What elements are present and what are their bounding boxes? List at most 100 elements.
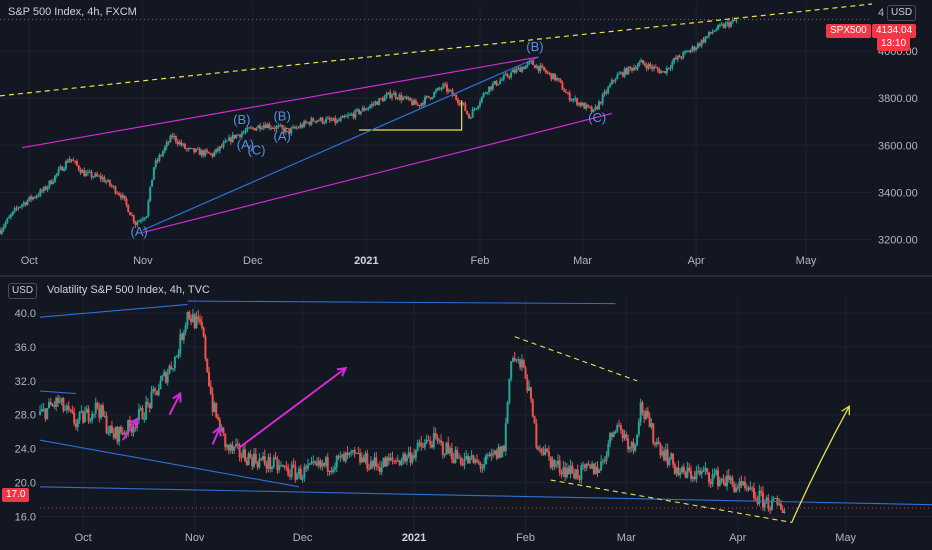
spx-candle-body (63, 168, 66, 171)
vix-candle-body (362, 457, 365, 463)
vix-candle-body (504, 423, 507, 452)
spx-candle-body (435, 90, 437, 93)
vix-candle-body (657, 441, 660, 444)
spx-countdown: 13:10 (877, 37, 911, 51)
vix-y-tick-label: 28.0 (15, 410, 36, 422)
spx-candle-body (132, 215, 135, 223)
vix-candle-body (520, 360, 523, 368)
vix-candle-body (348, 452, 351, 456)
spx-candle-body (273, 127, 276, 129)
spx-candle-body (143, 217, 146, 220)
spx-candle-body (654, 66, 657, 68)
spx-candle-body (665, 67, 668, 74)
spx-candle-body (101, 177, 104, 180)
spx-candle-body (385, 94, 388, 97)
spx-candle-body (81, 170, 84, 173)
vix-candle-body (73, 412, 76, 424)
vix-candle-body (39, 411, 41, 415)
vix-candle-body (513, 358, 516, 361)
spx-candle-body (486, 92, 489, 94)
vix-candle-body (652, 423, 655, 444)
vix-arrow-head (172, 391, 182, 403)
spx-candle-body (610, 80, 613, 85)
spx-candle-body (136, 222, 139, 225)
vix-candle-body (571, 465, 574, 473)
spx-candle-body (599, 101, 602, 104)
spx-candle-body (438, 87, 441, 89)
vix-candle-body (281, 465, 284, 467)
spx-candle-body (546, 72, 549, 74)
spx-candle-body (381, 98, 384, 102)
vix-candle-body (751, 487, 754, 489)
vix-candle-body (596, 466, 599, 473)
vix-y-tick-label: 40.0 (15, 308, 36, 320)
spx-candle-body (140, 220, 143, 222)
vix-candle-body (222, 427, 225, 434)
vix-candle-body (395, 461, 398, 463)
vix-candle-body (508, 378, 511, 403)
vix-candle-body (583, 464, 586, 468)
spx-candle-body (662, 71, 665, 73)
vix-candle-body (326, 457, 329, 472)
spx-candle-body (348, 114, 351, 116)
spx-candle-body (535, 65, 538, 69)
spx-candle-body (347, 115, 350, 117)
spx-candle-body (528, 61, 531, 63)
spx-trend-line (359, 100, 463, 131)
spx-title: S&P 500 Index, 4h, FXCM (8, 6, 137, 18)
vix-candle-body (591, 463, 594, 469)
spx-candle-body (537, 65, 540, 72)
spx-candle-body (431, 97, 434, 99)
spx-wave-label: (A) (273, 129, 290, 144)
spx-candle-body (37, 195, 40, 197)
spx-candle-body (596, 106, 599, 110)
vix-candle-body (357, 452, 360, 454)
vix-candle-body (492, 453, 495, 455)
spx-candle-body (185, 148, 188, 150)
vix-candle-body (278, 465, 281, 470)
spx-candle-body (356, 109, 359, 111)
spx-candle-body (108, 180, 111, 186)
spx-candle-body (561, 82, 564, 90)
vix-candle-body (470, 455, 473, 457)
vix-candle-body (263, 456, 266, 465)
vix-candle-body (700, 471, 703, 475)
vix-candle-body (603, 460, 606, 462)
spx-currency-tag[interactable]: USD (887, 5, 917, 21)
spx-candle-body (15, 208, 18, 210)
spx-candle-body (572, 99, 575, 101)
spx-candle-body (184, 143, 187, 149)
spx-candle-body (544, 70, 547, 73)
spx-candle-body (257, 125, 260, 129)
vix-candle-body (754, 498, 757, 500)
spx-candle-body (206, 150, 209, 152)
vix-candle-body (720, 478, 723, 480)
vix-candle-body (42, 408, 45, 410)
spx-candle-body (653, 66, 655, 69)
spx-candle-body (685, 51, 688, 53)
vix-candle-body (598, 470, 601, 473)
spx-candle-body (680, 57, 683, 59)
spx-candle-body (449, 89, 452, 91)
vix-candle-body (154, 388, 157, 392)
vix-candle-body (310, 461, 313, 464)
vix-currency-tag[interactable]: USD (8, 283, 38, 299)
vix-candle-body (170, 365, 173, 370)
spx-candle-body (86, 171, 89, 173)
vix-candle-body (546, 448, 549, 452)
vix-candle-body (443, 454, 446, 456)
spx-candle-body (127, 204, 130, 213)
spx-candle-body (433, 92, 436, 98)
spx-candle-body (717, 24, 720, 30)
vix-candle-body (47, 402, 50, 409)
spx-candle-body (244, 130, 247, 133)
spx-candle-body (238, 134, 241, 137)
vix-candle-body (204, 336, 207, 359)
vix-candle-body (573, 472, 576, 479)
spx-candle-body (378, 98, 381, 105)
vix-candle-body (699, 470, 702, 475)
vix-candle-body (450, 448, 453, 460)
spx-candle-body (396, 97, 399, 99)
vix-candle-body (132, 427, 135, 433)
